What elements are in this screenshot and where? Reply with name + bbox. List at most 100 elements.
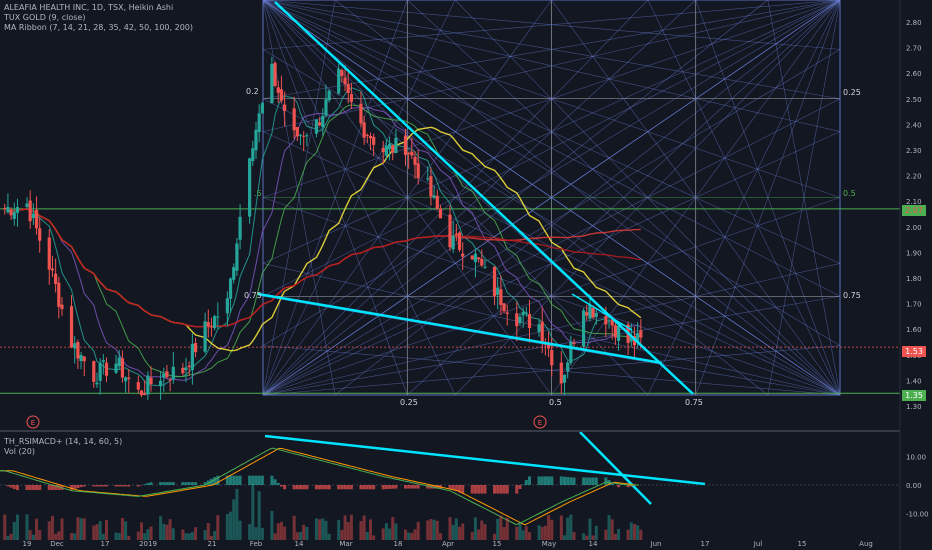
gann-ray: [551, 0, 841, 396]
volume-bar: [31, 534, 35, 540]
candle: [346, 70, 350, 104]
earnings-marker-1[interactable]: [26, 415, 40, 429]
candle: [270, 56, 274, 104]
time-tick: 14: [589, 540, 598, 548]
candle: [403, 128, 408, 166]
volume-bar: [321, 518, 325, 540]
osc-histogram-bar: [359, 485, 363, 490]
volume-bar: [95, 524, 99, 540]
candle: [60, 296, 64, 316]
trendline-short[interactable]: [571, 293, 633, 331]
candle-body: [435, 195, 439, 209]
volume-bar: [515, 526, 519, 540]
osc-histogram-bar: [190, 482, 194, 485]
osc-histogram-bar: [477, 485, 481, 494]
price-tick: 2.60: [906, 70, 922, 78]
candle-body: [384, 145, 388, 156]
volume-bar: [171, 528, 175, 540]
indicator-volume[interactable]: Vol (20): [4, 447, 35, 456]
volume-bar: [79, 518, 83, 540]
osc-histogram-bar: [403, 485, 407, 489]
ma-line-42: [4, 126, 642, 352]
fib-label-bottom-025: 0.25: [400, 398, 418, 407]
candle-body: [403, 135, 408, 155]
time-axis[interactable]: 19 Dec 17 2019 21 Feb 14 Mar 18 Apr 15 May 14 Jun 17 Ju…: [23, 540, 873, 548]
candle-body: [429, 176, 433, 197]
volume-bar: [92, 525, 96, 540]
candle: [143, 380, 147, 396]
volume-bar: [260, 527, 264, 540]
volume-bar: [604, 529, 608, 540]
osc-main-line: [0, 447, 639, 526]
price-tick: 2.30: [906, 147, 922, 155]
candle-body: [349, 94, 354, 102]
candle-body: [340, 70, 344, 77]
oscillator-axis[interactable]: 10.00 0.00 -10.00: [906, 454, 929, 519]
candle: [337, 63, 341, 96]
indicator-tux-gold[interactable]: TUX GOLD (9, close): [4, 13, 86, 22]
candle: [123, 376, 128, 393]
candle: [162, 367, 166, 392]
trendline-osc-breakout[interactable]: [579, 431, 652, 505]
osc-histogram-bar: [9, 485, 13, 488]
osc-histogram-bar: [324, 485, 328, 490]
volume-bar: [438, 533, 442, 540]
volume-bar: [213, 530, 217, 540]
trendline-support[interactable]: [257, 292, 663, 365]
osc-histogram-bar: [82, 485, 86, 487]
osc-histogram-bar: [626, 485, 630, 488]
osc-histogram-bar: [15, 485, 19, 491]
volume-bar: [50, 515, 54, 540]
volume-bar: [572, 532, 576, 540]
osc-histogram-bar: [276, 482, 280, 485]
volume-bar: [57, 531, 61, 540]
candle-body: [283, 104, 287, 112]
volume-bar: [368, 519, 372, 540]
candle-body: [203, 321, 207, 352]
candle-body: [524, 312, 528, 314]
time-tick: Jul: [753, 540, 763, 548]
volume-bar: [327, 533, 331, 540]
candle: [298, 133, 303, 146]
candle-body: [158, 380, 163, 387]
trendline-resistance[interactable]: [274, 1, 694, 395]
candle-body: [139, 390, 144, 396]
volume-bar: [426, 520, 430, 540]
earnings-marker-2[interactable]: [533, 415, 547, 429]
candle-body: [410, 151, 414, 156]
time-tick: Dec: [50, 540, 64, 548]
osc-histogram-bar: [270, 475, 274, 485]
indicator-rsimacd[interactable]: TH_RSIMACD+ (14, 14, 60, 5): [4, 437, 123, 446]
osc-histogram-bar: [594, 477, 598, 485]
osc-histogram-bar: [585, 477, 589, 485]
osc-histogram-bar: [496, 485, 500, 494]
support-price-label: 1.35: [905, 391, 923, 400]
osc-histogram-bar: [295, 485, 299, 490]
osc-histogram-bar: [101, 485, 105, 487]
price-axis[interactable]: 2.80 2.70 2.60 2.50 2.40 2.30 2.20 2.10 2.00 1.90…: [899, 0, 932, 550]
volume-bar: [483, 524, 487, 540]
time-tick: Aug: [859, 540, 873, 548]
osc-histogram-bar: [518, 485, 522, 490]
candle-body: [98, 362, 102, 381]
candle-body: [550, 350, 554, 366]
candle: [636, 322, 640, 349]
candle: [566, 360, 570, 379]
volume-bar: [470, 531, 474, 540]
volume-bar: [251, 484, 255, 540]
candle-body: [394, 137, 398, 154]
gann-ray: [262, 0, 408, 396]
osc-histogram-bar: [251, 475, 255, 485]
osc-histogram-bar: [524, 479, 528, 485]
osc-histogram-bar: [98, 485, 102, 487]
candle: [343, 65, 347, 92]
trendline-osc-downtrend[interactable]: [264, 434, 706, 486]
volume-bar: [362, 515, 366, 540]
indicator-ma-ribbon[interactable]: MA Ribbon (7, 14, 21, 28, 35, 42, 50, 10…: [4, 23, 193, 32]
volume-bar: [448, 517, 452, 540]
osc-histogram-bar: [225, 475, 229, 485]
earnings-markers[interactable]: E E: [26, 415, 547, 429]
candle-body: [426, 178, 430, 180]
candle-body: [257, 113, 261, 133]
